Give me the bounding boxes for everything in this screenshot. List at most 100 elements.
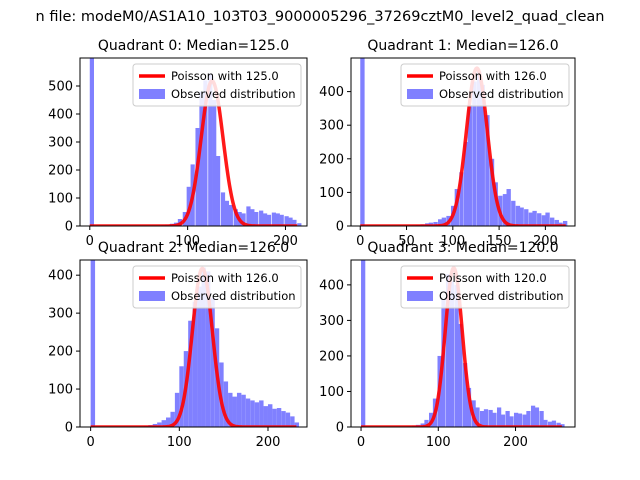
histogram-bar	[505, 411, 510, 427]
histogram-bar	[449, 281, 455, 427]
histogram-bar	[556, 422, 561, 427]
legend-entry-observed: Observed distribution	[171, 289, 296, 303]
histogram-bar	[493, 182, 498, 226]
histogram-bar	[241, 213, 246, 226]
histogram-bar	[539, 411, 544, 427]
histogram-bar	[551, 420, 557, 427]
histogram-bar	[263, 406, 268, 427]
y-tick-label: 300	[48, 136, 73, 151]
plot-area	[89, 260, 300, 427]
histogram-bar	[532, 210, 537, 226]
histogram-bar	[458, 323, 463, 427]
histogram-bar	[228, 392, 233, 427]
histogram-bar	[479, 411, 485, 427]
legend-bar-swatch	[407, 291, 433, 301]
histogram-bar	[281, 411, 286, 427]
poisson-curve	[359, 266, 563, 427]
histogram-bar	[246, 206, 251, 226]
histogram-bar	[466, 387, 472, 427]
y-tick-label: 400	[319, 85, 344, 100]
histogram-bar	[454, 284, 459, 427]
histogram-bar	[297, 223, 302, 226]
histogram-bar	[526, 411, 531, 427]
histogram-bar	[459, 172, 464, 226]
histogram-bar	[467, 105, 472, 226]
histogram-bar	[259, 400, 264, 427]
histogram-bar	[279, 214, 284, 226]
x-tick-label: 0	[356, 234, 364, 249]
y-tick-label: 0	[65, 421, 73, 436]
x-tick-label: 100	[426, 435, 451, 450]
histogram-bar	[197, 286, 202, 427]
plot-area	[359, 260, 565, 427]
legend-frame	[132, 265, 302, 309]
histogram-bar	[210, 297, 215, 427]
histogram-bar	[560, 424, 565, 427]
poisson-curve	[359, 66, 567, 226]
histogram-bar	[513, 412, 519, 427]
histogram-bar	[284, 216, 289, 226]
histogram-bar	[515, 205, 521, 226]
poisson-curve	[88, 79, 299, 226]
x-tick-label: 0	[87, 435, 95, 450]
x-tick-label: 50	[398, 234, 415, 249]
histogram-bar	[179, 366, 184, 427]
legend-entry-poisson: Poisson with 120.0	[439, 271, 547, 285]
histogram-bar	[262, 213, 268, 226]
histogram-bar	[250, 400, 255, 427]
histogram-bar	[476, 71, 482, 226]
legend-entry-poisson: Poisson with 126.0	[171, 271, 279, 285]
histogram-bar	[232, 396, 237, 427]
y-tick-label: 200	[48, 345, 73, 360]
histogram-bar	[488, 409, 493, 427]
histogram-bar	[192, 301, 198, 427]
histogram-bar	[250, 209, 255, 226]
legend-bar-swatch	[139, 291, 165, 301]
histogram-bar	[496, 407, 502, 427]
histogram-bar	[530, 405, 536, 427]
legend-entry-observed: Observed distribution	[439, 289, 564, 303]
legend: Poisson with 125.0 Observed distribution	[132, 63, 302, 107]
y-tick-label: 0	[336, 220, 344, 235]
histogram-bar	[90, 260, 96, 427]
x-tick-label: 200	[533, 234, 558, 249]
histogram-bar	[157, 422, 162, 427]
y-tick-label: 100	[319, 385, 344, 400]
histogram-bar	[223, 381, 229, 427]
histogram-bar	[492, 412, 497, 427]
histogram-bar	[254, 402, 260, 427]
legend-frame	[400, 265, 570, 309]
histogram-bar	[245, 398, 251, 427]
histogram-bar	[216, 156, 221, 226]
histogram-bar	[266, 214, 272, 226]
histogram-bar	[528, 212, 534, 226]
histogram-bar	[489, 158, 495, 226]
legend-bar-swatch	[139, 89, 165, 99]
histogram-bar	[517, 413, 523, 427]
x-tick-label: 0	[357, 435, 365, 450]
histogram-bar	[292, 219, 297, 226]
histogram-bar	[475, 407, 480, 427]
panel-title: Quadrant 1: Median=126.0	[367, 38, 558, 54]
histogram-bar	[89, 58, 94, 226]
histogram-bar	[509, 416, 514, 427]
y-tick-label: 100	[319, 186, 344, 201]
x-tick-label: 100	[175, 234, 200, 249]
histogram-bar	[446, 274, 451, 427]
axes-frame	[350, 57, 576, 227]
histogram-bar	[502, 194, 508, 226]
y-tick-label: 200	[319, 349, 344, 364]
histogram-bar	[543, 419, 548, 427]
plot-area	[359, 58, 568, 226]
histogram-bar	[224, 200, 230, 226]
y-tick-label: 200	[319, 152, 344, 167]
histogram-bar	[220, 192, 226, 226]
histogram-bar	[463, 142, 469, 226]
plot-area	[88, 58, 302, 226]
histogram-bar	[290, 416, 295, 427]
histogram-bar	[236, 392, 242, 427]
histogram-bar	[212, 100, 217, 226]
histogram-bar	[562, 220, 568, 226]
legend-entry-observed: Observed distribution	[171, 87, 296, 101]
y-tick-label: 500	[48, 80, 73, 95]
